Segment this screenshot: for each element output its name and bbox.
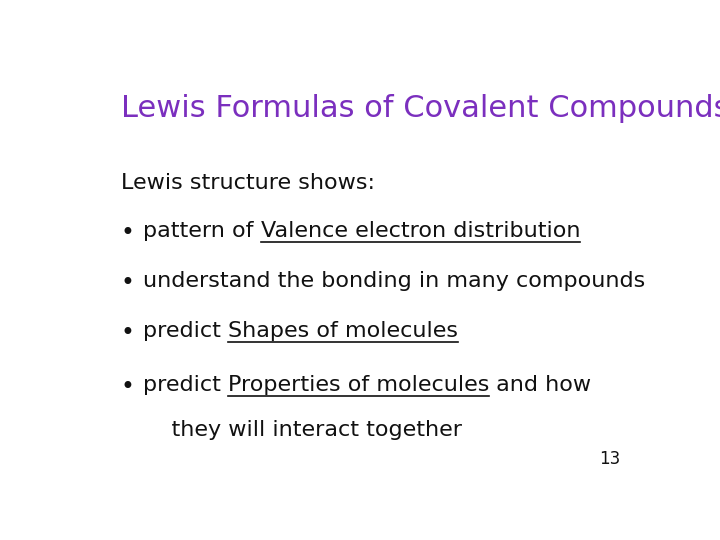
Text: 13: 13 [599, 450, 620, 468]
Text: predict: predict [143, 321, 228, 341]
Text: Properties of molecules: Properties of molecules [228, 375, 490, 395]
Text: understand the bonding in many compounds: understand the bonding in many compounds [143, 271, 645, 291]
Text: and how: and how [490, 375, 592, 395]
Text: •: • [121, 221, 135, 245]
Text: Lewis Formulas of Covalent Compounds: Lewis Formulas of Covalent Compounds [121, 94, 720, 123]
Text: •: • [121, 271, 135, 295]
Text: Valence electron distribution: Valence electron distribution [261, 221, 580, 241]
Text: Shapes of molecules: Shapes of molecules [228, 321, 458, 341]
Text: predict: predict [143, 375, 228, 395]
Text: •: • [121, 375, 135, 399]
Text: •: • [121, 321, 135, 345]
Text: they will interact together: they will interact together [143, 420, 462, 440]
Text: pattern of: pattern of [143, 221, 261, 241]
Text: Lewis structure shows:: Lewis structure shows: [121, 173, 374, 193]
